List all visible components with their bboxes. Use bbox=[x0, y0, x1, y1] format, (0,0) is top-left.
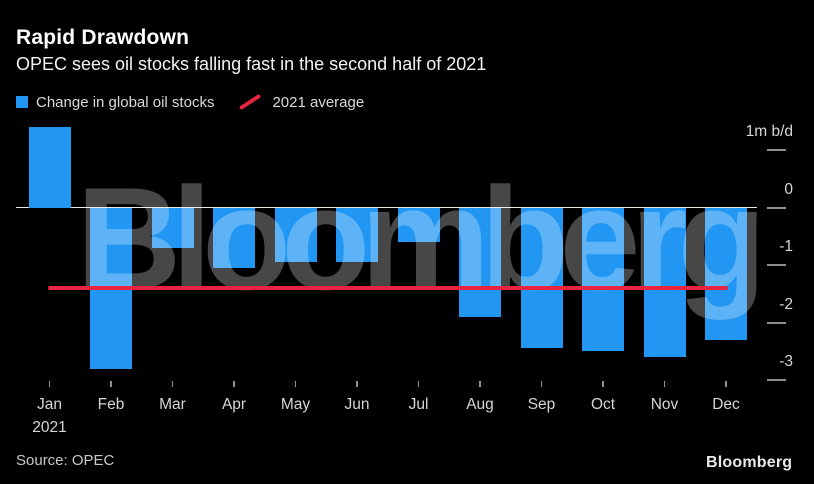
x-axis-year-label: 2021 bbox=[32, 419, 67, 436]
bar-oct bbox=[582, 207, 624, 352]
bloomberg-logo: Bloomberg bbox=[706, 454, 793, 471]
bar-aug bbox=[459, 207, 501, 317]
x-tick-label: Jan bbox=[37, 396, 62, 413]
x-tick-label: Oct bbox=[590, 396, 616, 413]
x-tick-dec bbox=[725, 381, 727, 387]
x-tick-label: Apr bbox=[221, 396, 247, 413]
y-tick--1 bbox=[767, 264, 786, 266]
legend: Change in global oil stocks 2021 average bbox=[16, 93, 365, 111]
x-tick-oct bbox=[602, 381, 604, 387]
y-tick-0 bbox=[767, 206, 786, 209]
x-tick-may bbox=[294, 381, 297, 387]
x-tick-label: Jun bbox=[344, 396, 370, 413]
y-tick-label: -2 bbox=[779, 295, 793, 313]
x-tick-label: Dec bbox=[712, 396, 740, 413]
legend-average-label: 2021 average bbox=[272, 93, 365, 111]
zero-axis-line bbox=[16, 206, 757, 208]
x-tick-apr bbox=[233, 381, 235, 387]
x-tick-label: Jul bbox=[408, 396, 429, 413]
chart-subtitle: OPEC sees oil stocks falling fast in the… bbox=[16, 54, 487, 74]
x-tick-label: Feb bbox=[97, 396, 125, 413]
x-tick-label: Aug bbox=[466, 396, 494, 413]
bar-sep bbox=[520, 207, 563, 349]
x-tick-jan bbox=[48, 381, 51, 387]
y-tick-1 bbox=[767, 149, 786, 151]
x-tick-mar bbox=[171, 381, 174, 387]
average-line bbox=[47, 286, 728, 290]
bar-apr bbox=[213, 207, 255, 268]
bar-jan bbox=[28, 127, 71, 208]
x-tick-label: Sep bbox=[527, 396, 556, 413]
y-tick-label: -1 bbox=[779, 238, 793, 255]
bar-mar bbox=[151, 207, 194, 248]
y-tick-label: 0 bbox=[784, 180, 793, 198]
y-tick-label: -3 bbox=[779, 353, 793, 370]
x-tick-sep bbox=[540, 381, 543, 387]
legend-bars-label: Change in global oil stocks bbox=[36, 93, 215, 111]
bar-jun bbox=[336, 207, 378, 263]
x-tick-label: May bbox=[280, 396, 311, 413]
source-note: Source: OPEC bbox=[16, 452, 115, 469]
y-tick--3 bbox=[767, 379, 786, 381]
x-tick-label: Mar bbox=[159, 396, 186, 413]
bar-nov bbox=[643, 207, 686, 357]
x-tick-label: Nov bbox=[650, 396, 679, 413]
legend-bar-swatch-icon bbox=[16, 96, 28, 108]
x-tick-jun bbox=[356, 381, 358, 387]
x-tick-jul bbox=[417, 381, 420, 387]
bar-may bbox=[274, 207, 317, 263]
bar-dec bbox=[705, 207, 747, 340]
y-tick-label: 1m b/d bbox=[745, 123, 793, 140]
y-tick--2 bbox=[767, 321, 786, 324]
x-tick-nov bbox=[663, 381, 666, 387]
chart-title: Rapid Drawdown bbox=[16, 26, 190, 49]
x-tick-aug bbox=[479, 381, 481, 387]
x-tick-feb bbox=[110, 381, 112, 387]
bar-jul bbox=[397, 207, 440, 242]
